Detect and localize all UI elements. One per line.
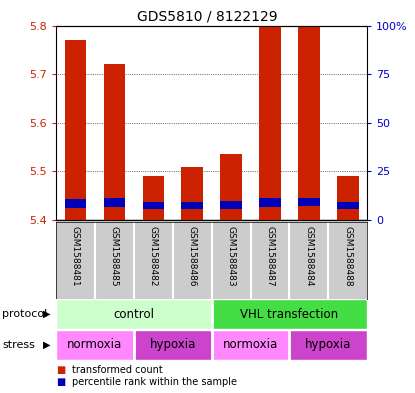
- Bar: [56, 330, 134, 360]
- Text: ▶: ▶: [43, 340, 51, 350]
- Bar: [298, 26, 320, 220]
- Text: stress: stress: [2, 340, 35, 350]
- Text: normoxia: normoxia: [67, 338, 122, 351]
- Text: hypoxia: hypoxia: [305, 338, 352, 351]
- Text: GSM1588481: GSM1588481: [71, 226, 80, 286]
- Bar: [289, 330, 367, 360]
- Bar: [220, 154, 242, 220]
- Text: GSM1588486: GSM1588486: [188, 226, 197, 286]
- Text: control: control: [113, 308, 154, 321]
- Text: ■: ■: [56, 377, 65, 387]
- Text: ■: ■: [56, 365, 65, 375]
- Text: GSM1588488: GSM1588488: [343, 226, 352, 286]
- Text: GSM1588487: GSM1588487: [266, 226, 274, 286]
- Bar: [259, 26, 281, 220]
- Bar: [181, 202, 203, 209]
- Text: GSM1588482: GSM1588482: [149, 226, 158, 286]
- Text: GSM1588483: GSM1588483: [227, 226, 236, 286]
- Bar: [212, 330, 289, 360]
- Bar: [143, 202, 164, 209]
- Text: protocol: protocol: [2, 309, 47, 319]
- Bar: [181, 167, 203, 220]
- Bar: [65, 199, 86, 208]
- Text: percentile rank within the sample: percentile rank within the sample: [72, 377, 237, 387]
- Bar: [104, 64, 125, 220]
- Bar: [65, 40, 86, 220]
- Bar: [220, 201, 242, 209]
- Bar: [104, 198, 125, 207]
- Text: GSM1588484: GSM1588484: [305, 226, 313, 286]
- Bar: [337, 202, 359, 209]
- Text: transformed count: transformed count: [72, 365, 163, 375]
- Bar: [212, 299, 367, 329]
- Bar: [143, 176, 164, 220]
- Bar: [259, 198, 281, 207]
- Text: hypoxia: hypoxia: [149, 338, 196, 351]
- Text: GSM1588485: GSM1588485: [110, 226, 119, 286]
- Bar: [298, 198, 320, 206]
- Bar: [337, 176, 359, 220]
- Text: GDS5810 / 8122129: GDS5810 / 8122129: [137, 10, 278, 24]
- Text: normoxia: normoxia: [223, 338, 278, 351]
- Bar: [134, 330, 212, 360]
- Bar: [56, 299, 212, 329]
- Text: ▶: ▶: [43, 309, 51, 319]
- Text: VHL transfection: VHL transfection: [240, 308, 339, 321]
